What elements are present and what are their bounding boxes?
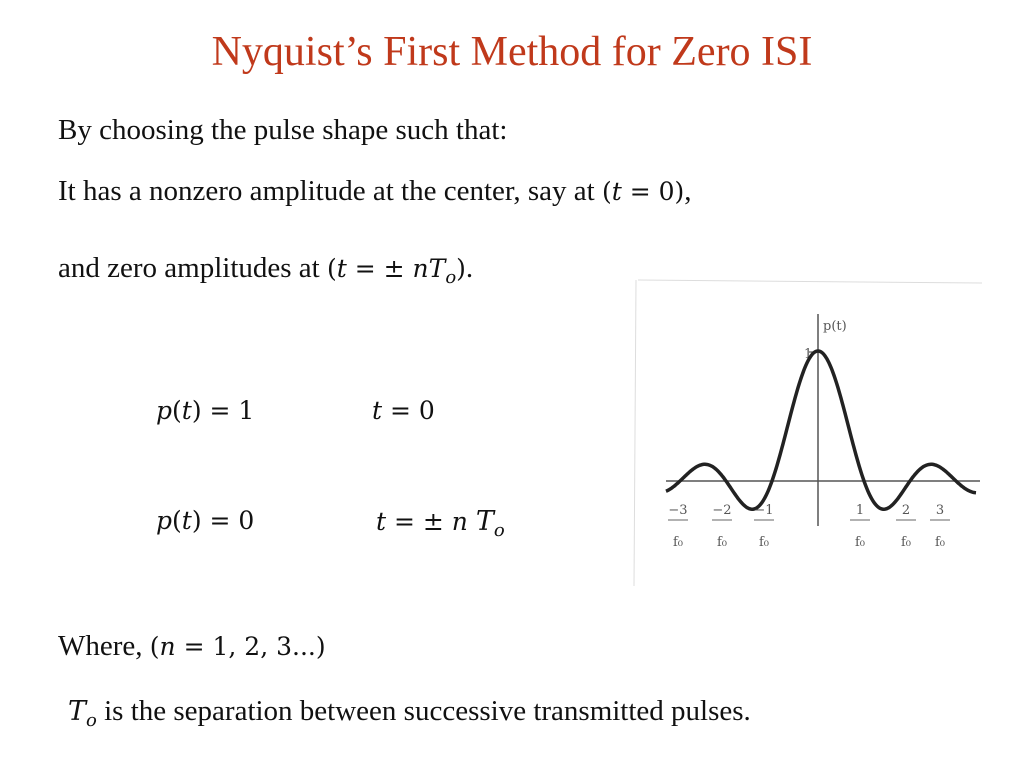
peak-value-label: 1 xyxy=(804,347,812,362)
figure-frame-top xyxy=(637,279,983,284)
var-p: p xyxy=(156,506,173,535)
condition-t-equals-0: t = 0 xyxy=(372,396,435,425)
var-p: p xyxy=(156,396,173,425)
T0-definition-text: is the separation between successive tra… xyxy=(104,695,751,727)
T0-definition-line: To is the separation between successive … xyxy=(68,695,751,731)
paren-close: ) xyxy=(456,254,466,283)
subscript-o: o xyxy=(445,267,457,288)
subscript-o: o xyxy=(86,710,97,731)
tick-numerator: 3 xyxy=(936,503,944,518)
n-values-rest: = 1, 2, 3...) xyxy=(175,632,326,661)
var-T: T xyxy=(475,506,494,537)
eq-rhs: ) = 1 xyxy=(191,396,255,425)
tick-numerator: −2 xyxy=(712,503,731,518)
eq-rhs: ) = 0 xyxy=(191,506,255,535)
where-line: Where, (n = 1, 2, 3...) xyxy=(58,630,326,663)
cond-rhs: = 0 xyxy=(382,396,435,425)
pulse-curve xyxy=(665,349,977,511)
var-t: t xyxy=(336,254,347,283)
figure-frame-left xyxy=(633,279,637,587)
tick-denominator: f₀ xyxy=(759,535,769,550)
where-text: Where, xyxy=(58,630,143,662)
var-t: t xyxy=(181,396,192,425)
equation-p-equals-1: p(t) = 1 xyxy=(156,396,254,425)
tick-denominator: f₀ xyxy=(901,535,911,550)
tick-plus-1: 1 f₀ xyxy=(850,503,870,550)
pulse-shape-figure: p(t) 1 −3 f₀ −2 f₀ −1 f₀ 1 xyxy=(633,279,983,587)
plus-minus: = ± xyxy=(386,507,452,536)
zero-amplitudes-text: and zero amplitudes at xyxy=(58,252,320,284)
tick-plus-3: 3 f₀ xyxy=(930,503,950,550)
condition-t-multiple-of-T0: t = ± n To xyxy=(376,506,505,541)
center-condition: (t = 0) xyxy=(602,177,684,206)
var-t: t xyxy=(181,506,192,535)
var-t: t xyxy=(611,177,622,206)
tick-minus-1: −1 f₀ xyxy=(754,503,774,550)
T0-symbol: To xyxy=(68,696,97,731)
tick-denominator: f₀ xyxy=(935,535,945,550)
tick-denominator: f₀ xyxy=(673,535,683,550)
tick-minus-2: −2 f₀ xyxy=(712,503,732,550)
paren-open: ( xyxy=(172,506,182,535)
n-values: (n = 1, 2, 3...) xyxy=(150,632,326,661)
zero-amplitudes-line: and zero amplitudes at (t = ± nTo). xyxy=(58,252,473,288)
center-condition-rest: = 0) xyxy=(621,177,685,206)
tick-numerator: −1 xyxy=(754,503,773,518)
intro-line: By choosing the pulse shape such that: xyxy=(58,114,508,146)
plus-minus: = ± xyxy=(346,254,413,283)
var-t: t xyxy=(372,396,383,425)
var-t: t xyxy=(376,507,387,536)
tick-denominator: f₀ xyxy=(855,535,865,550)
line-tail: . xyxy=(465,252,474,284)
line-tail: , xyxy=(684,175,692,207)
paren-open: ( xyxy=(326,254,337,283)
var-nT: nT xyxy=(412,254,446,283)
var-n: n xyxy=(451,507,468,536)
tick-denominator: f₀ xyxy=(717,535,727,550)
tick-numerator: 2 xyxy=(902,503,910,518)
subscript-o: o xyxy=(493,520,505,541)
zero-condition: (t = ± nTo) xyxy=(326,254,466,288)
y-axis-label: p(t) xyxy=(823,319,847,334)
var-n: n xyxy=(159,632,176,661)
slide-title: Nyquist’s First Method for Zero ISI xyxy=(211,29,813,75)
nonzero-center-text: It has a nonzero amplitude at the center… xyxy=(58,175,595,207)
paren-open: ( xyxy=(149,632,160,661)
tick-numerator: 1 xyxy=(856,503,864,518)
tick-minus-3: −3 f₀ xyxy=(668,503,688,550)
var-T: T xyxy=(68,696,87,727)
equation-p-equals-0: p(t) = 0 xyxy=(156,506,254,535)
x-tick-labels: −3 f₀ −2 f₀ −1 f₀ 1 f₀ 2 f₀ xyxy=(668,503,950,550)
nonzero-center-line: It has a nonzero amplitude at the center… xyxy=(58,175,692,208)
paren-open: ( xyxy=(172,396,182,425)
tick-plus-2: 2 f₀ xyxy=(896,503,916,550)
tick-numerator: −3 xyxy=(668,503,687,518)
paren-open: ( xyxy=(601,177,612,206)
